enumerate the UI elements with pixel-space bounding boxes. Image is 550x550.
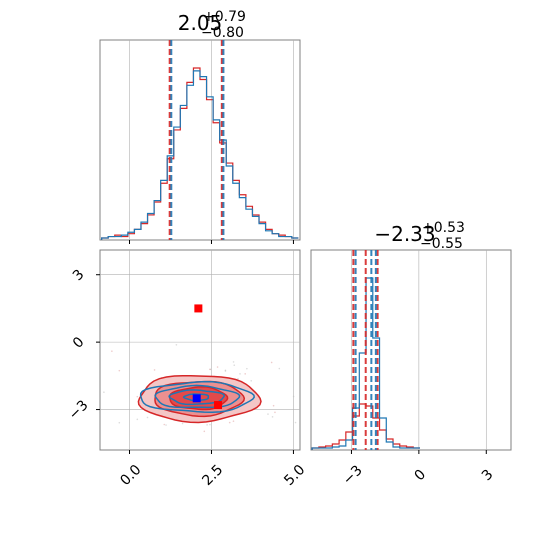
- bottom-left-scatter-point: [209, 423, 211, 426]
- bottom-left-scatter-point: [232, 361, 235, 363]
- blue-contour-level: [182, 393, 210, 402]
- bottom-left-scatter-point: [272, 404, 275, 407]
- bottom-left-scatter-point: [294, 421, 297, 424]
- marker-marker_red: [194, 304, 203, 313]
- bottom-left-scatter-point: [239, 373, 241, 375]
- marker-marker_blue: [192, 394, 201, 403]
- bottom-left-scatter-point: [267, 413, 269, 415]
- bottom-left-scatter-point: [153, 369, 156, 371]
- bottom-left-scatter-point: [165, 424, 167, 426]
- bottom-left-scatter-point: [216, 366, 219, 368]
- bottom-left-scatter-point: [181, 422, 184, 425]
- top-left-title-plus: +0.79: [203, 9, 246, 25]
- bottom-right-title-minus: −0.55: [420, 236, 463, 252]
- top-left-grid: [129, 40, 294, 240]
- blue-contour-level: [168, 389, 225, 406]
- bottom-left-scatter-point: [246, 367, 248, 370]
- bottom-right-title-base: −2.33: [374, 222, 435, 246]
- bottom-left-scatter-point: [224, 369, 227, 372]
- bottom-right-title-plus: +0.53: [422, 220, 465, 236]
- bottom-left-markers: [192, 304, 223, 410]
- bottom-left-ytick-label: 0: [70, 334, 88, 352]
- bottom-right-xtick-label: 3: [479, 467, 497, 485]
- top-left-hist-red: [101, 67, 299, 240]
- bottom-left-frame: [99, 249, 301, 451]
- bottom-left-scatter-point: [118, 369, 121, 372]
- bottom-right-panel: −3 0 3 −2.33 +0.53 −0.55: [310, 220, 512, 488]
- bottom-right-grid: [351, 250, 487, 450]
- top-left-title-base: 2.05: [178, 11, 223, 35]
- top-left-title-minus: −0.80: [201, 25, 244, 41]
- bottom-left-scatter-point: [250, 379, 253, 382]
- bottom-left-scatter-point: [278, 367, 281, 370]
- top-left-xticks: [129, 240, 294, 244]
- bottom-left-scatter-point: [206, 424, 208, 426]
- bottom-left-scatter-point: [118, 421, 121, 424]
- bottom-right-xtick-label: −3: [340, 462, 366, 488]
- bottom-left-scatter-point: [203, 430, 206, 433]
- bottom-left-scatter-point: [292, 395, 295, 398]
- bottom-left-ytick-label: 3: [70, 267, 88, 285]
- top-left-frame: [99, 39, 301, 241]
- bottom-left-scatter-point: [175, 343, 178, 346]
- bottom-left-scatter-point: [233, 364, 236, 366]
- blue-contour-level: [139, 380, 255, 413]
- bottom-left-scatter-point: [237, 377, 239, 380]
- bottom-left-scatter-point: [274, 411, 276, 414]
- bottom-left-xtick-label: 0.0: [117, 462, 144, 489]
- bottom-left-yticks: −3 0 3: [66, 267, 100, 423]
- top-left-panel: 2.05 +0.79 −0.80: [99, 9, 301, 244]
- bottom-left-xtick-label: 2.5: [199, 462, 226, 489]
- bottom-right-quantile-lines: [352, 250, 379, 450]
- bottom-left-scatter-point: [271, 416, 274, 418]
- bottom-left-scatter-point: [270, 361, 273, 364]
- bottom-left-scatter-point: [232, 420, 235, 422]
- bottom-left-xticks: 0.0 2.5 5.0: [117, 450, 308, 489]
- bottom-right-title: −2.33: [374, 222, 435, 246]
- bottom-left-scatter-point: [146, 416, 149, 419]
- bottom-left-ytick-label: −3: [66, 397, 92, 423]
- bottom-left-scatter-point: [228, 421, 231, 424]
- top-left-histograms: [101, 67, 299, 240]
- bottom-left-scatter-point: [136, 395, 139, 398]
- bottom-right-frame: [310, 249, 512, 451]
- bottom-left-scatter-point: [209, 368, 211, 371]
- marker-marker_red: [214, 401, 223, 410]
- bottom-left-scatter-point: [103, 391, 105, 393]
- bottom-left-xtick-label: 5.0: [281, 462, 308, 489]
- bottom-right-xtick-label: 0: [411, 467, 429, 485]
- bottom-right-xticks: −3 0 3: [340, 450, 497, 488]
- bottom-left-scatter-point: [163, 423, 166, 426]
- bottom-left-scatter-point: [136, 418, 139, 421]
- top-left-hist-blue: [101, 70, 299, 240]
- bottom-left-panel: 0.0 2.5 5.0 −3 0 3: [66, 249, 308, 489]
- top-left-quantile-lines: [168, 40, 225, 240]
- bottom-left-scatter-point: [244, 373, 247, 375]
- bottom-left-scatter-point: [111, 350, 113, 352]
- top-left-title: 2.05: [178, 11, 223, 35]
